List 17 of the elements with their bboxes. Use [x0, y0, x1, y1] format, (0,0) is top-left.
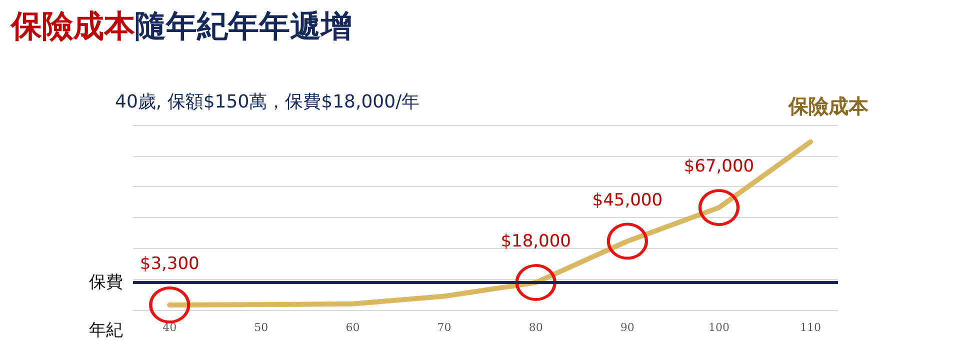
x-tick-label: 70: [437, 321, 452, 334]
x-tick-label: 80: [528, 321, 543, 334]
data-label: $3,300: [140, 254, 200, 274]
chart-subtitle: 40歲, 保額$150萬，保費$18,000/年: [115, 92, 420, 112]
x-tick-label: 100: [708, 321, 730, 334]
x-tick-label: 60: [346, 321, 360, 334]
x-tick-label: 110: [800, 321, 822, 334]
data-label: $67,000: [684, 156, 754, 177]
x-tick-label: 90: [620, 321, 634, 334]
x-tick-label: 40: [162, 321, 177, 334]
series-label: 保險成本: [788, 94, 870, 118]
data-label: $18,000: [500, 232, 572, 252]
x-axis-title: 年紀: [89, 320, 123, 340]
chart-title: 保險成本隨年紀年年遞增: [10, 8, 352, 44]
x-tick-label: 50: [254, 321, 268, 334]
ref-line-label: 保費: [89, 272, 123, 292]
data-label: $45,000: [592, 190, 663, 210]
